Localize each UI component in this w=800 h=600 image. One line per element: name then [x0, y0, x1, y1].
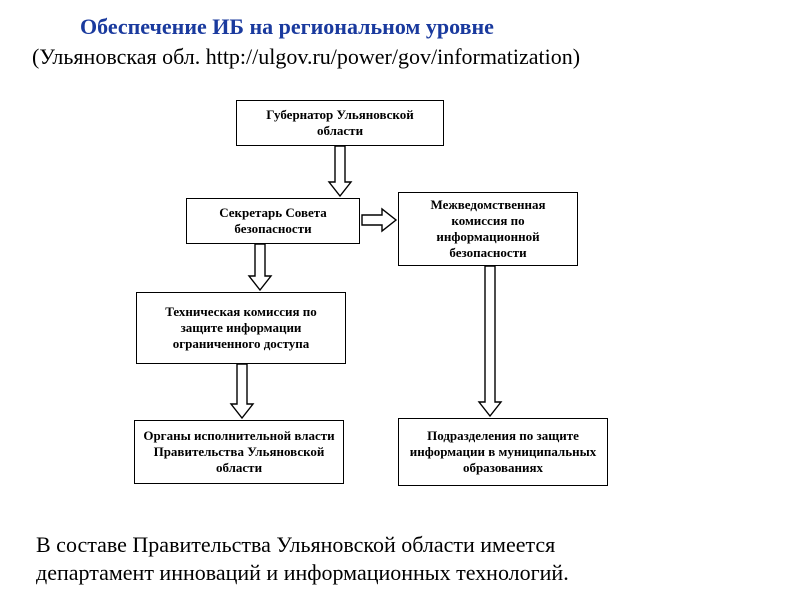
node-tech-commission: Техническая комиссия по защите информаци… [136, 292, 346, 364]
footer-line-2: департамент инноваций и информационных т… [36, 560, 569, 586]
node-governor: Губернатор Ульяновской области [236, 100, 444, 146]
node-commission-inter: Межведомственная комиссия по информацион… [398, 192, 578, 266]
page-title: Обеспечение ИБ на региональном уровне [80, 14, 494, 40]
page-subtitle: (Ульяновская обл. http://ulgov.ru/power/… [32, 44, 580, 70]
arrow-sec-to-inter [362, 209, 396, 231]
arrow-tech-to-exec [231, 364, 253, 418]
footer-line-1: В составе Правительства Ульяновской обла… [36, 532, 555, 558]
arrow-sec-to-tech [249, 244, 271, 290]
node-secretary: Секретарь Совета безопасности [186, 198, 360, 244]
flow-arrows [0, 0, 800, 600]
node-municipal: Подразделения по защите информации в мун… [398, 418, 608, 486]
node-exec-bodies: Органы исполнительной власти Правительст… [134, 420, 344, 484]
arrow-gov-to-sec [329, 146, 351, 196]
arrow-inter-to-muni [479, 266, 501, 416]
